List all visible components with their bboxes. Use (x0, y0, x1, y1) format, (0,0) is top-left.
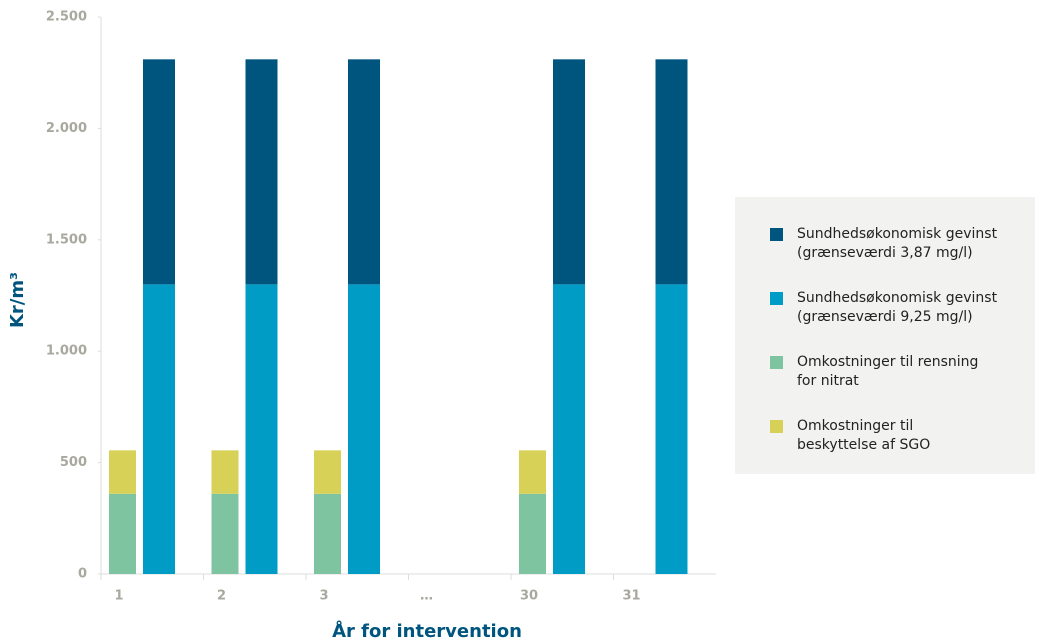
bar (655, 59, 688, 285)
y-axis-label: Kr/m³ (7, 272, 28, 328)
x-tick-label: 2 (217, 589, 226, 604)
bar (519, 450, 546, 494)
bar (519, 493, 546, 574)
legend-label: Sundhedsøkonomisk gevinst (grænseværdi 3… (797, 226, 998, 261)
chart: Kr/m³ År for intervention 0 500 1.000 1.500… (7, 10, 716, 640)
x-tick-label: 30 (520, 589, 538, 604)
y-tick-label: 0 (78, 567, 87, 582)
x-tick-label: 1 (114, 589, 123, 604)
y-tick-label: 500 (60, 455, 87, 470)
bar (348, 59, 380, 285)
bar (314, 450, 341, 494)
bar (109, 493, 136, 574)
bar (553, 59, 585, 285)
bar (553, 284, 585, 574)
x-tick-label: … (420, 589, 433, 604)
x-tick-label: 31 (622, 589, 640, 604)
bar (109, 450, 136, 494)
bar (348, 284, 380, 574)
legend-item: Sundhedsøkonomisk gevinst (grænseværdi 3… (770, 225, 997, 263)
legend-swatch (770, 292, 783, 305)
legend-item: Sundhedsøkonomisk gevinst (grænseværdi 9… (770, 289, 997, 327)
bar (245, 59, 278, 285)
bar (143, 284, 175, 574)
y-tick-label: 1.500 (46, 232, 87, 247)
legend-item: Omkostninger til rensning for nitrat (770, 353, 978, 391)
legend: Sundhedsøkonomisk gevinst (grænseværdi 3… (735, 197, 1035, 474)
legend-item: Omkostninger til beskyttelse af SGO (770, 417, 930, 455)
y-tick-label: 1.000 (46, 344, 87, 359)
bar (245, 284, 278, 574)
legend-label: Omkostninger til beskyttelse af SGO (797, 418, 931, 453)
x-axis-label: År for intervention (332, 619, 522, 640)
legend-swatch (770, 228, 783, 241)
y-tick-label: 2.000 (46, 121, 87, 136)
legend-label: Omkostninger til rensning for nitrat (797, 354, 979, 389)
bar (314, 493, 341, 574)
legend-swatch (770, 356, 783, 369)
legend-label: Sundhedsøkonomisk gevinst (grænseværdi 9… (797, 290, 998, 325)
x-tick-label: 3 (319, 589, 328, 604)
bar (211, 493, 239, 574)
legend-swatch (770, 420, 783, 433)
bar (655, 284, 688, 574)
bar (211, 450, 239, 494)
y-tick-label: 2.500 (46, 10, 87, 25)
bar (143, 59, 175, 285)
